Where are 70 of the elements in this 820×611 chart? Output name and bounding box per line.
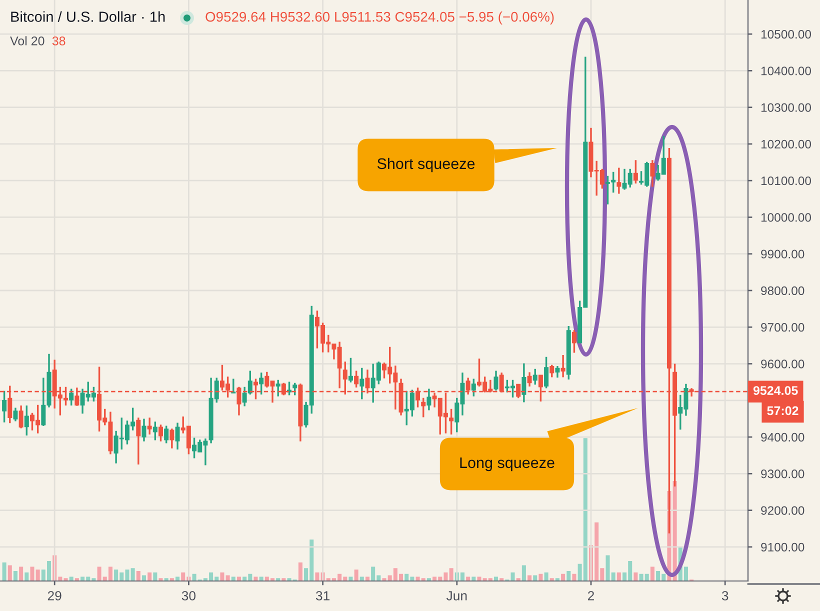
y-tick-label: 10100.00 (761, 176, 811, 186)
bar (298, 562, 302, 581)
y-tick-label: 9600.00 (761, 360, 804, 368)
bar (566, 570, 571, 581)
bar (522, 565, 526, 581)
y-tick-label: 9300.00 (761, 470, 804, 478)
bar (472, 576, 476, 581)
bar (365, 576, 370, 581)
bar (130, 568, 135, 581)
bar (510, 572, 515, 581)
bar (494, 576, 498, 581)
bar (572, 574, 576, 581)
x-tick-label: Jun (446, 591, 467, 600)
bar (354, 570, 358, 581)
bar (254, 576, 258, 581)
x-tick-label: 31 (316, 591, 330, 600)
bar (561, 574, 566, 581)
y-tick-label: 10500.00 (761, 30, 811, 39)
bar (634, 572, 638, 581)
annotation: Short squeeze (377, 158, 475, 172)
text: 57:02 (767, 406, 798, 416)
bar (13, 570, 18, 581)
text: O9529.64 H9532.60 L9511.53 C9524.05 −5.95 (−0.06%) (206, 12, 554, 24)
bar (236, 576, 241, 581)
bar (650, 566, 654, 581)
y-tick-label: 9900.00 (761, 250, 804, 258)
candlestick (616, 168, 622, 194)
bar (538, 574, 543, 581)
y-tick-label: 9800.00 (761, 286, 804, 296)
annotation: 38 (52, 36, 66, 46)
bar (2, 562, 6, 581)
candlestick (276, 380, 280, 396)
bar (158, 578, 163, 581)
bar (466, 576, 470, 581)
bar (19, 566, 24, 581)
bar (8, 565, 12, 581)
candlestick (560, 354, 566, 378)
bar (24, 572, 29, 581)
bar (360, 576, 364, 581)
bar (148, 572, 152, 581)
text: Bitcoin / U.S. Dollar · 1h (11, 11, 165, 22)
bar (136, 570, 140, 581)
candlestick (147, 418, 152, 434)
y-tick-label: 10000.00 (761, 213, 811, 222)
y-tick-label: 9100.00 (761, 542, 804, 552)
bar (231, 576, 236, 581)
bar (348, 576, 353, 581)
bar (69, 576, 74, 581)
bar (259, 576, 264, 581)
x-tick-label: 30 (182, 591, 196, 600)
x-tick-label: 3 (722, 591, 728, 600)
x-tick-label: 29 (48, 591, 62, 600)
y-tick-label: 10300.00 (761, 103, 811, 112)
y-tick-label: 9200.00 (761, 506, 804, 515)
x-tick-label: 2 (588, 591, 594, 600)
chart-title: Vol 20 (10, 36, 44, 46)
bar (449, 568, 454, 581)
bar (153, 572, 158, 581)
bar (616, 572, 621, 581)
annotation: Long squeeze (460, 457, 554, 472)
y-tick-label: 10200.00 (761, 140, 811, 149)
bar (544, 572, 548, 581)
bar (176, 576, 180, 581)
bar (220, 572, 224, 581)
y-tick-label: 10400.00 (761, 66, 811, 76)
y-tick-label: 9700.00 (761, 323, 804, 332)
bar (315, 572, 320, 581)
y-tick-label: 9400.00 (761, 432, 804, 442)
candlestick (360, 368, 364, 400)
ref-line-label: 9524.05 (753, 386, 798, 395)
